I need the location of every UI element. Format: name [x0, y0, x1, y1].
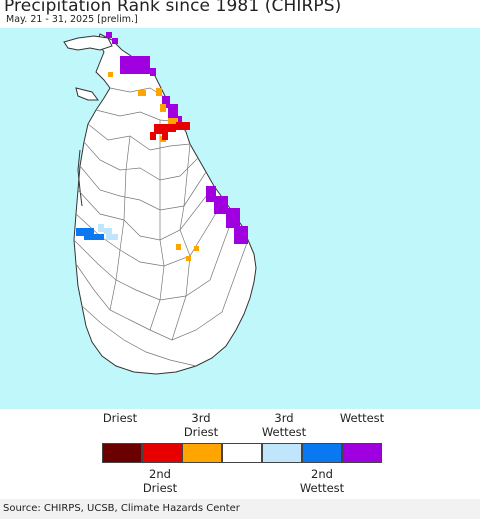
- legend-label-3rd-driest: 3rd Driest: [183, 411, 219, 439]
- mannar-island: [75, 87, 99, 101]
- rank-cells-third-wettest: [98, 224, 118, 240]
- legend-swatch-2nd-wettest: [302, 443, 342, 463]
- rank-cells-second-driest: [150, 122, 190, 140]
- legend-label-driest: Driest: [102, 411, 138, 425]
- legend-label-2nd-driest: 2nd Driest: [142, 467, 178, 495]
- sri-lanka-map: [0, 28, 480, 409]
- legend-label-2nd-wettest: 2nd Wettest: [299, 467, 345, 495]
- map-title: Precipitation Rank since 1981 (CHIRPS): [4, 0, 342, 16]
- jaffna-peninsula: [63, 35, 113, 51]
- legend-swatch-wettest: [342, 443, 382, 463]
- legend-label-wettest: Wettest: [339, 411, 385, 425]
- legend-swatch-3rd-driest: [182, 443, 222, 463]
- legend-label-3rd-wettest: 3rd Wettest: [261, 411, 307, 439]
- rank-cells-second-wettest: [76, 228, 104, 240]
- legend-swatch-3rd-wettest: [262, 443, 302, 463]
- map-subtitle: May. 21 - 31, 2025 [prelim.]: [6, 14, 138, 25]
- kalpitiya-spit: [77, 149, 83, 207]
- legend-swatch-driest: [102, 443, 142, 463]
- legend-swatch-2nd-driest: [142, 443, 182, 463]
- rank-cells-wettest: [106, 32, 248, 244]
- source-footer: Source: CHIRPS, UCSB, Climate Hazards Ce…: [0, 499, 480, 519]
- legend-swatch-normal: [222, 443, 262, 463]
